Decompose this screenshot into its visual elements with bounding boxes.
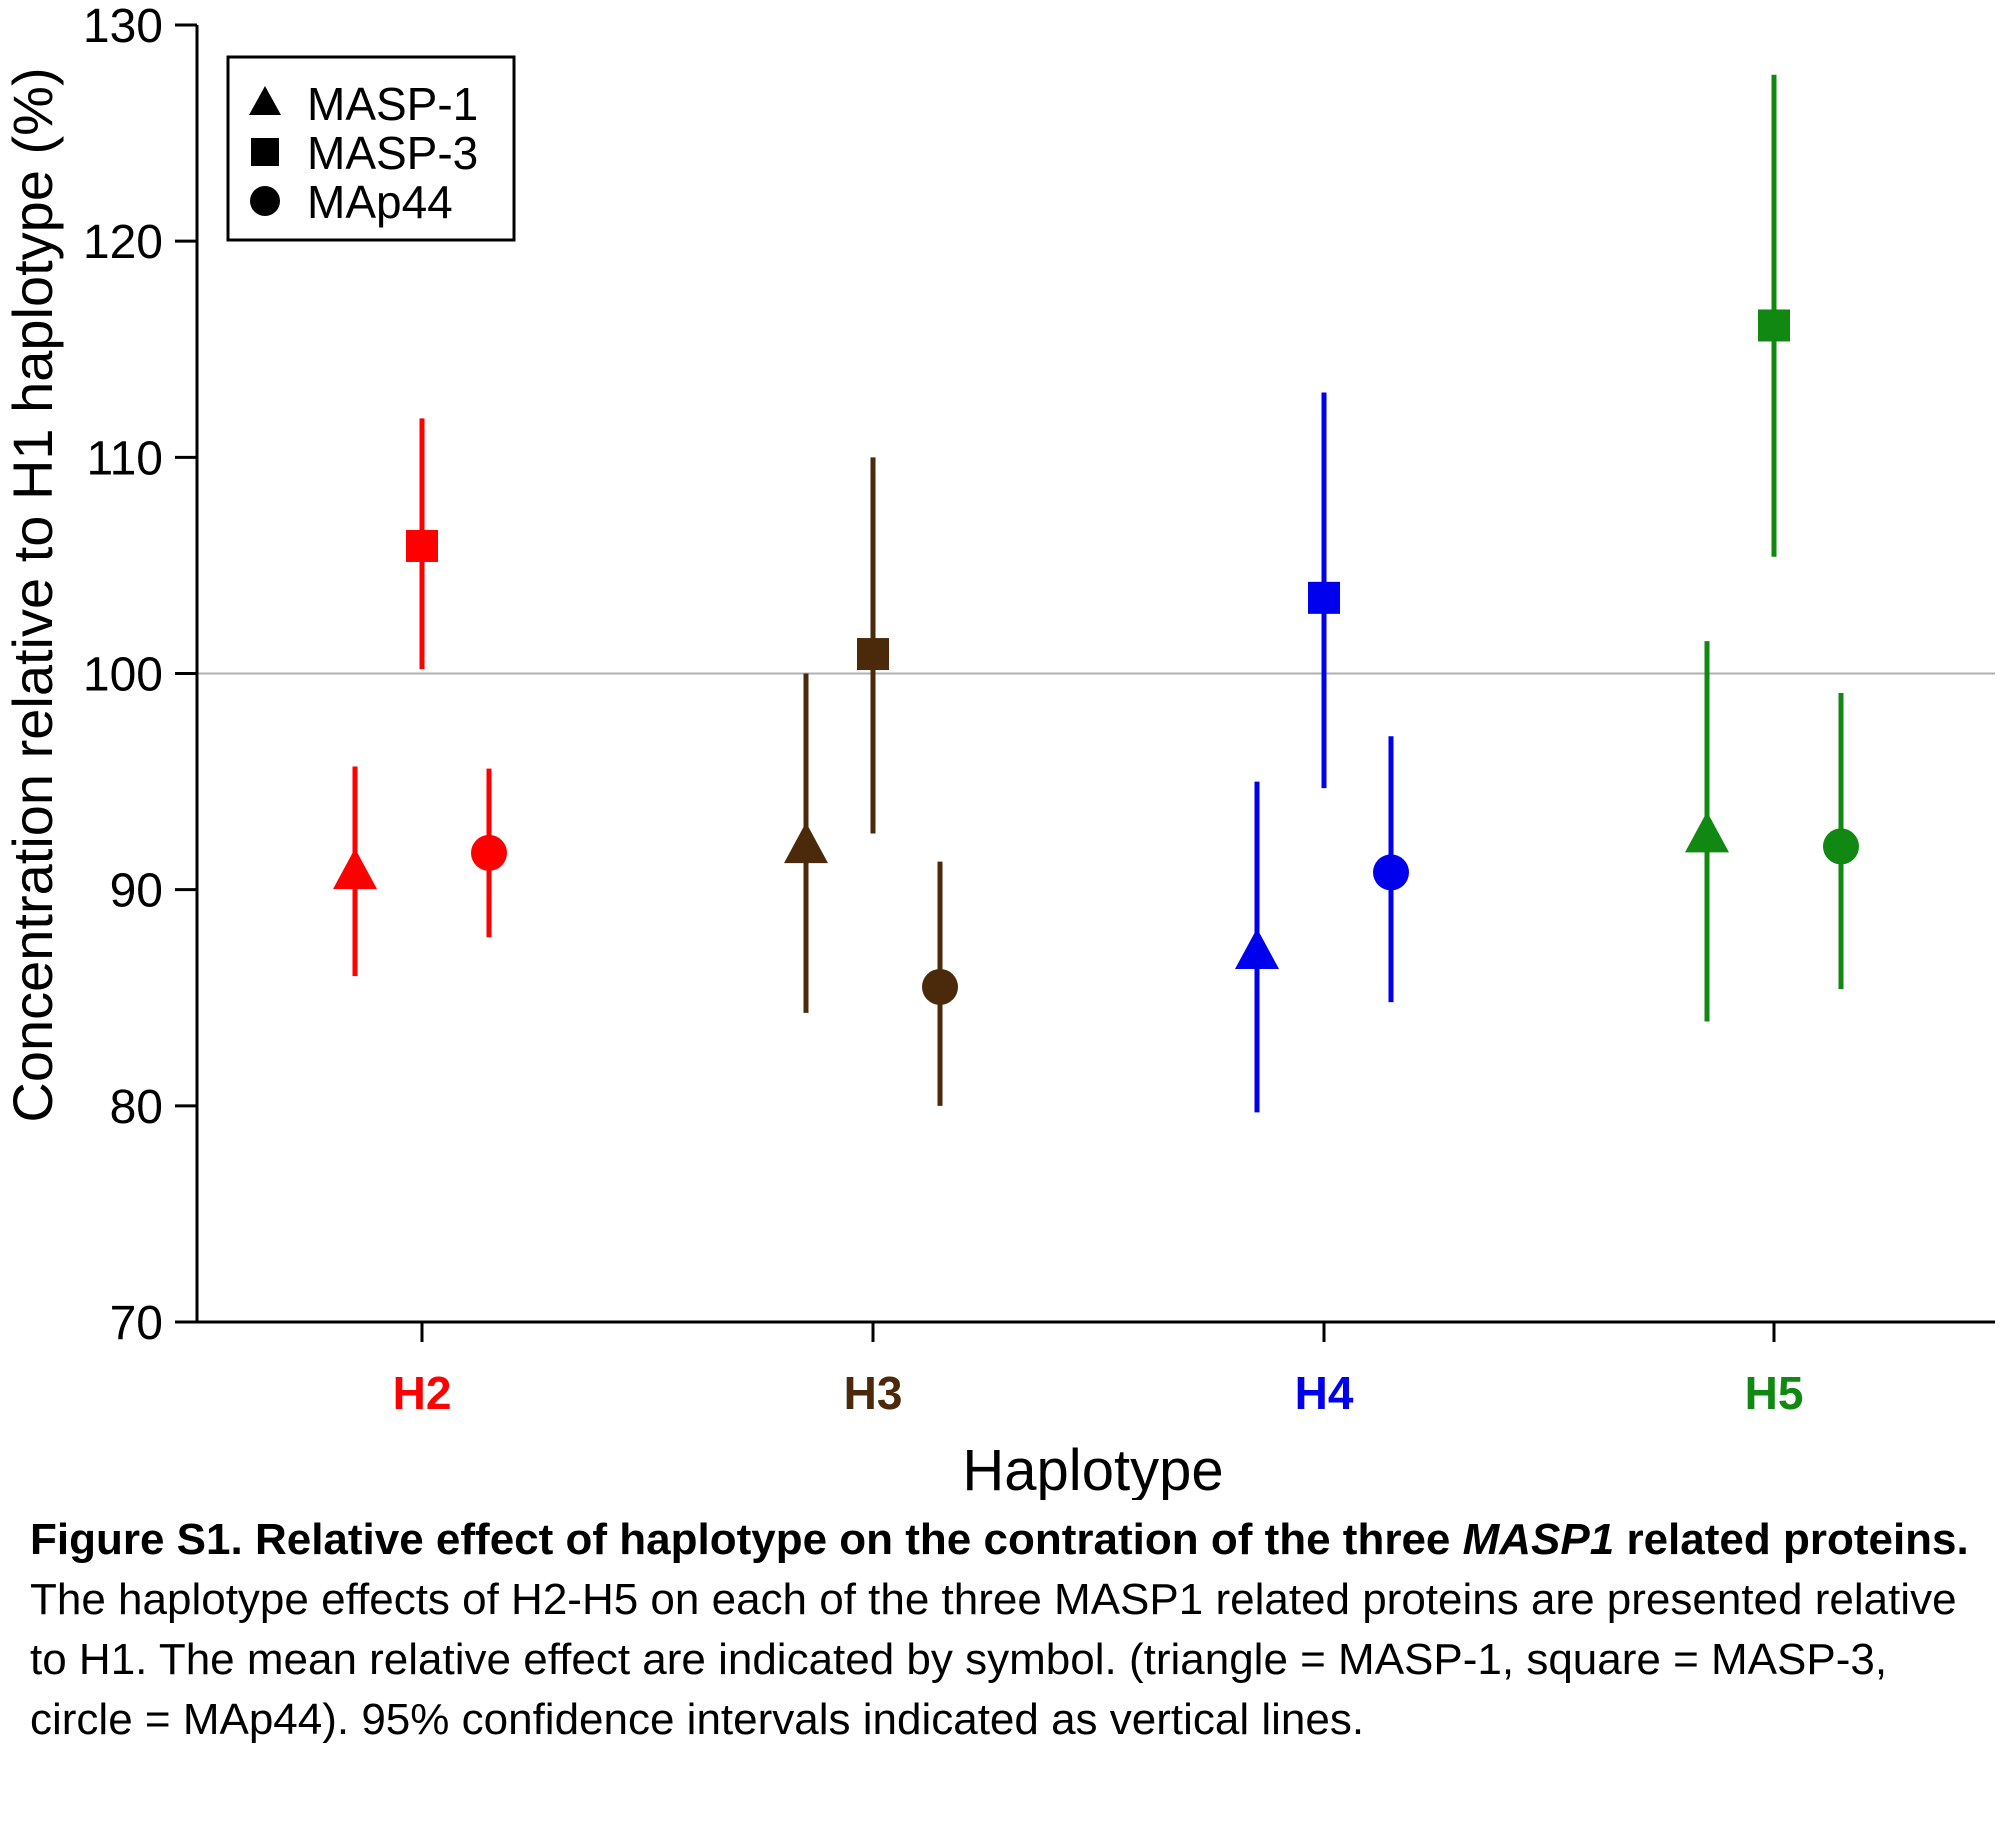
y-axis-title: Concentration relative to H1 haplotype (… [1, 67, 64, 1122]
marker-masp-1-h5 [1685, 811, 1729, 853]
marker-masp-1-h3 [784, 822, 828, 864]
marker-map44-h5 [1823, 828, 1859, 865]
marker-masp-1-h2 [333, 848, 377, 890]
x-tick-label-h2: H2 [393, 1367, 452, 1419]
marker-map44-h3 [922, 968, 958, 1005]
axes [175, 23, 1995, 1342]
tick-labels: 70 80 90 100 110 120 130 H2 H3 H4 H5 [83, 0, 1804, 1419]
legend-label-masp-3: MASP-3 [307, 127, 478, 179]
marker-masp-3-h3 [857, 638, 889, 671]
data-marks [333, 74, 1859, 1113]
y-tick-label: 100 [83, 649, 163, 702]
y-tick-label: 120 [83, 216, 163, 269]
marker-masp-1-h4 [1235, 928, 1279, 970]
marker-map44-h4 [1373, 854, 1409, 891]
legend-label-masp-1: MASP-1 [307, 78, 478, 130]
marker-map44-h2 [471, 834, 507, 871]
legend-marker-masp-1 [249, 86, 281, 115]
marker-masp-3-h4 [1308, 581, 1340, 614]
marker-masp-3-h2 [406, 529, 438, 562]
haplotype-chart: 70 80 90 100 110 120 130 H2 H3 H4 H5 Haplotype Con… [1, 0, 1995, 1500]
y-tick-label: 70 [110, 1297, 163, 1350]
y-tick-label: 90 [110, 865, 163, 918]
caption-bold-suffix: related proteins. [1614, 1515, 1969, 1564]
legend-marker-masp-3 [251, 138, 279, 166]
marker-masp-3-h5 [1758, 309, 1790, 342]
x-tick-label-h3: H3 [844, 1367, 903, 1419]
caption-bold-italic: MASP1 [1462, 1515, 1615, 1564]
caption-body: The haplotype effects of H2-H5 on each o… [30, 1575, 1957, 1744]
y-tick-label: 80 [110, 1081, 163, 1134]
figure-caption: Figure S1. Relative effect of haplotype … [30, 1510, 1990, 1750]
x-tick-label-h5: H5 [1745, 1367, 1804, 1419]
y-tick-label: 130 [83, 0, 163, 53]
y-tick-label: 110 [86, 432, 163, 485]
caption-bold-prefix: Figure S1. Relative effect of haplotype … [30, 1515, 1463, 1564]
x-axis-title: Haplotype [962, 1438, 1223, 1500]
x-tick-label-h4: H4 [1295, 1367, 1354, 1419]
legend-marker-map44 [250, 186, 280, 216]
legend-label-map44: MAp44 [307, 176, 453, 228]
